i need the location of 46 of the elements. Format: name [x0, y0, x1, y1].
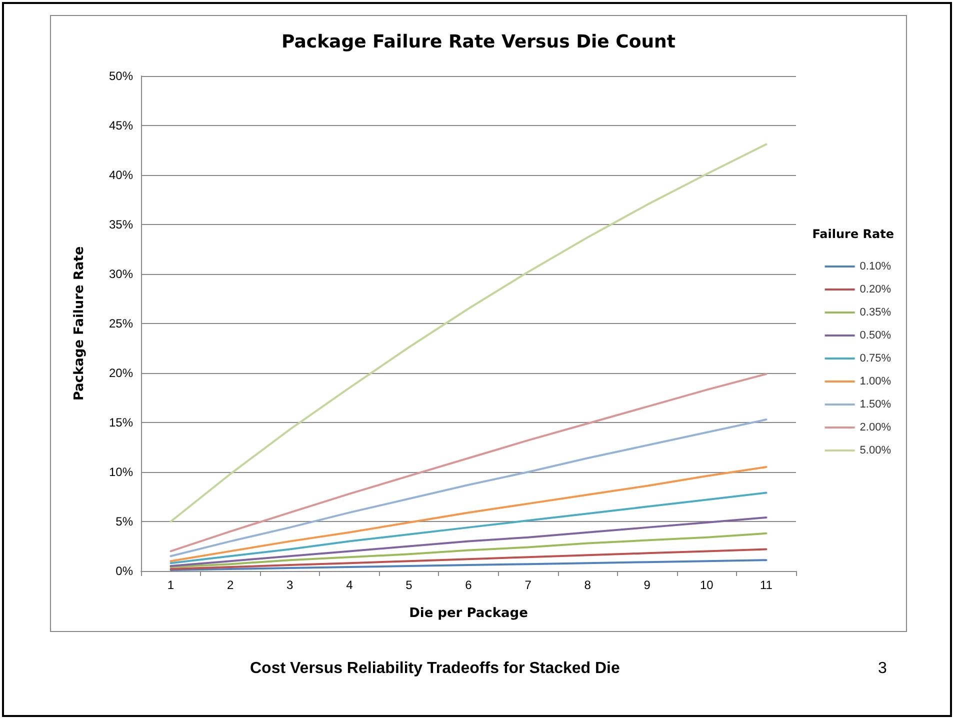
y-tick-label: 20% [108, 366, 134, 380]
y-tick-label: 35% [108, 218, 134, 232]
x-tick-label: 1 [167, 578, 174, 592]
y-axis-title: Package Failure Rate [72, 246, 87, 401]
legend-label: 1.00% [860, 376, 892, 388]
y-tick-label: 5% [116, 514, 134, 528]
y-tick-label: 30% [108, 267, 134, 281]
x-tick-label: 8 [584, 578, 592, 592]
y-tick-label: 10% [108, 465, 134, 479]
line-series [170, 372, 768, 552]
x-tick-label: 9 [644, 578, 651, 592]
text: 3 [878, 660, 887, 678]
line-series [170, 516, 768, 568]
line-series [170, 532, 768, 568]
x-tick-label: 7 [524, 578, 532, 592]
x-tick-label: 5 [406, 578, 413, 592]
line-series [170, 492, 768, 564]
legend-label: 0.35% [860, 306, 892, 318]
x-tick-label: 6 [465, 578, 472, 592]
text: Cost Versus Reliability Tradeoffs for Stacked Die [250, 660, 620, 678]
legend-label: 1.50% [860, 398, 892, 410]
y-tick-label: 15% [108, 416, 134, 430]
line-series [170, 559, 768, 572]
x-axis-title: Die per Package [409, 606, 528, 621]
y-tick-label: 40% [108, 168, 134, 182]
line-series [170, 466, 768, 562]
line-series [170, 143, 768, 522]
chart-title: Package Failure Rate Versus Die Count [282, 32, 676, 52]
legend-label: 2.00% [860, 422, 892, 434]
line-series [170, 548, 768, 570]
legend-label: 0.20% [860, 284, 892, 296]
x-tick-label: 2 [226, 578, 234, 592]
x-tick-label: 10 [700, 578, 714, 592]
legend-label: 5.00% [860, 444, 892, 456]
legend-label: 0.50% [860, 330, 892, 342]
x-tick-label: 3 [286, 578, 294, 592]
line-series [170, 418, 768, 558]
y-tick-label: 50% [108, 69, 134, 83]
legend-title: Failure Rate [812, 227, 894, 241]
y-tick-label: 25% [108, 316, 134, 330]
legend-label: 0.75% [860, 352, 892, 364]
y-tick-label: 45% [108, 118, 134, 132]
x-tick-label: 4 [346, 578, 354, 592]
x-tick-label: 11 [760, 578, 773, 592]
legend-label: 0.10% [860, 260, 892, 272]
y-tick-label: 0% [116, 564, 134, 578]
